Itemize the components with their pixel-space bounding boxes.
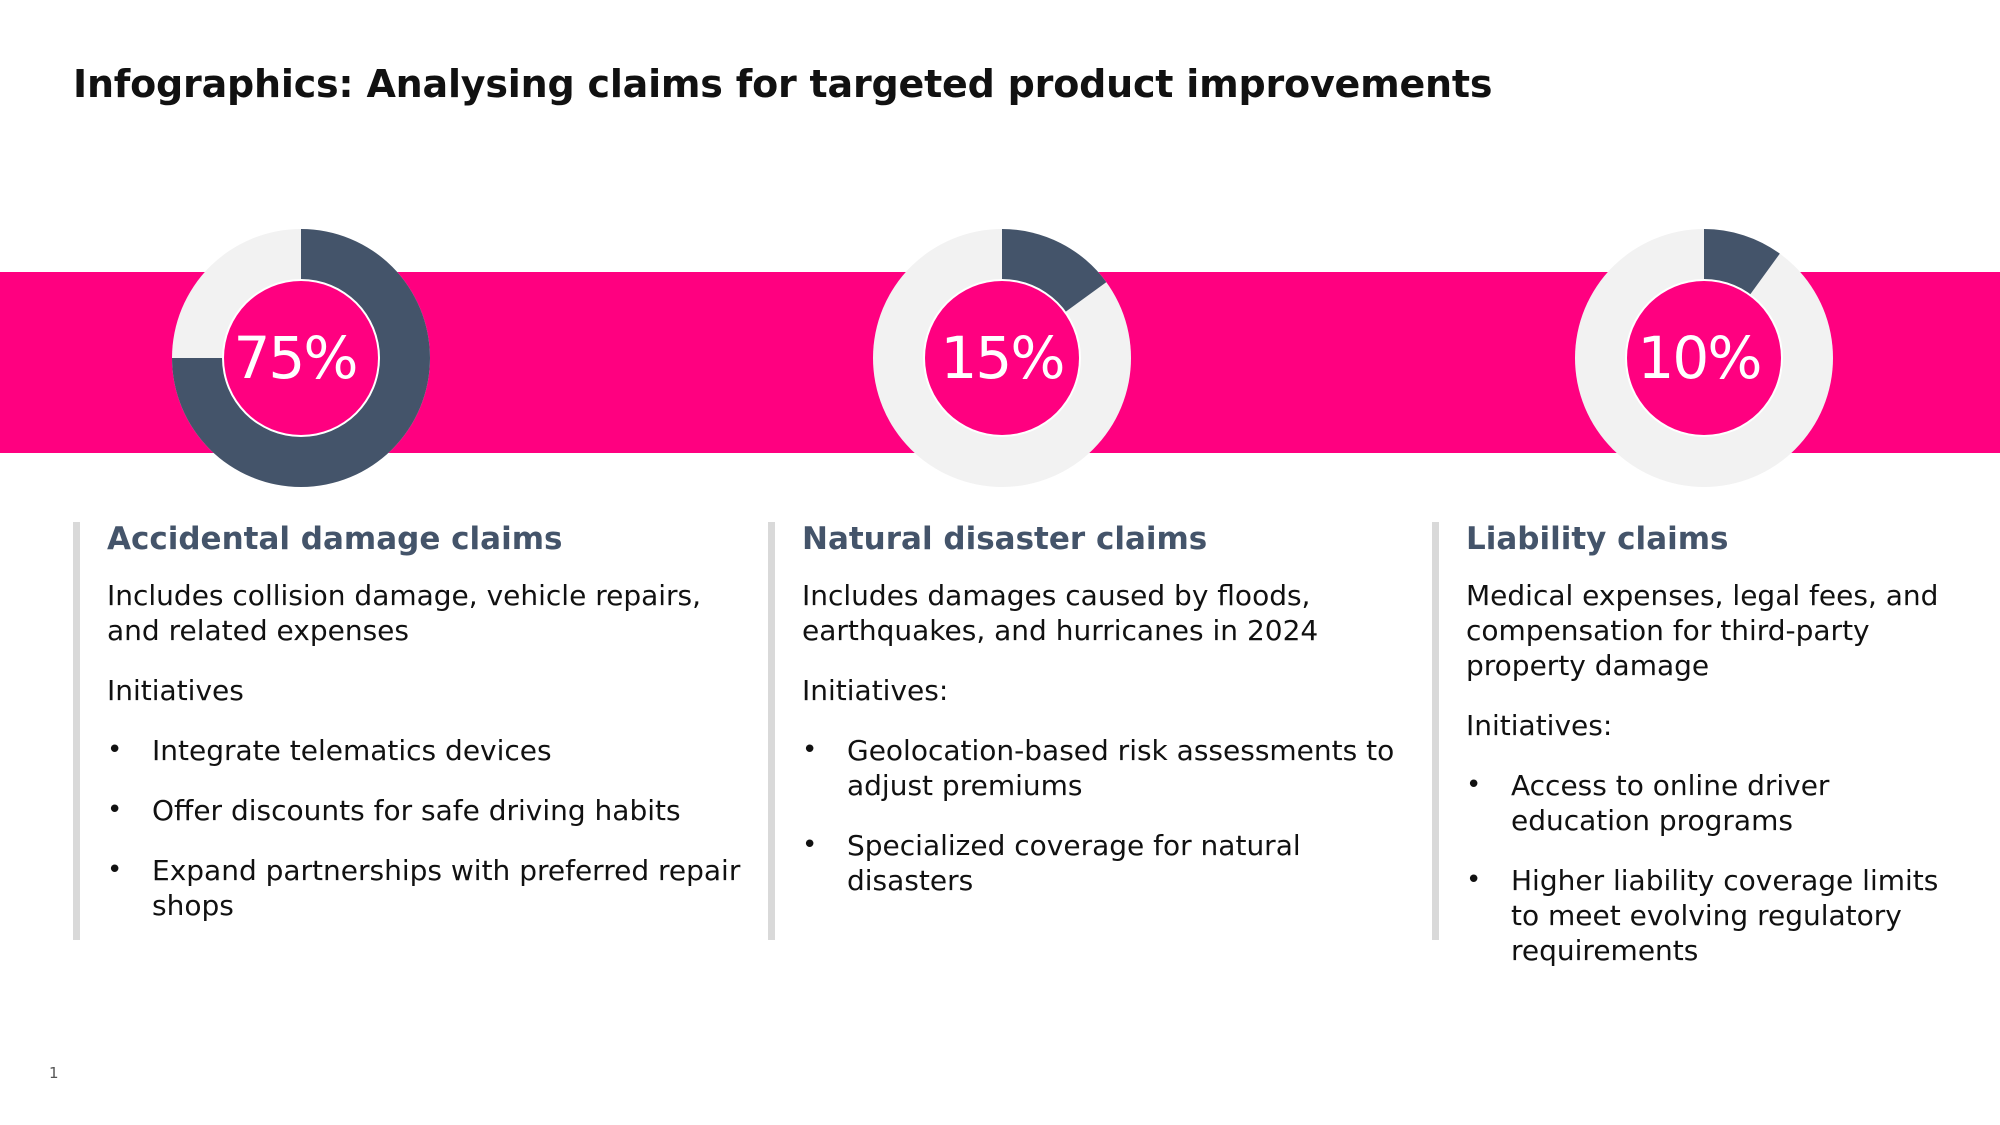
list-item-text: Offer discounts for safe driving habits [152,794,681,828]
list-item: • Expand partnerships with preferred repa… [107,853,753,923]
donut-chart-liability: 10% [1575,229,1833,487]
page-number: 1 [49,1064,59,1082]
bullet-dot: • [107,735,123,766]
list-item-text: Specialized coverage for natural disaste… [847,829,1301,898]
donut-svg [1575,229,1833,487]
donut-center [925,281,1079,435]
list-item-text: Integrate telematics devices [152,734,552,768]
list-item-text: Expand partnerships with preferred repai… [152,854,741,923]
donut-center [224,281,378,435]
list-item: • Geolocation-based risk assessments to a… [802,733,1408,803]
donut-percent-label: 15% [940,324,1066,392]
column-description: Includes collision damage, vehicle repai… [107,579,702,648]
initiatives-label: Initiatives: [1466,709,1613,743]
list-item: • Higher liability coverage limits to mee… [1466,863,1952,968]
initiatives-list: • Access to online driver education progr… [1466,768,1952,968]
initiatives-list: • Integrate telematics devices • Offer dis… [107,733,753,923]
column-heading: Accidental damage claims [107,521,563,557]
initiatives-label: Initiatives [107,674,244,708]
list-item: • Offer discounts for safe driving habits [107,793,753,828]
donut-center [1627,281,1781,435]
initiatives-list: • Geolocation-based risk assessments to a… [802,733,1408,898]
list-item-text: Access to online driver education progra… [1511,769,1830,838]
claims-column-liability: Liability claims Medical expenses, legal… [1432,521,1952,967]
column-heading: Natural disaster claims [802,521,1208,557]
list-item-text: Geolocation-based risk assessments to ad… [847,734,1395,803]
bullet-dot: • [107,795,123,826]
column-description: Medical expenses, legal fees, and compen… [1466,579,1939,683]
list-item: • Integrate telematics devices [107,733,753,768]
donut-svg [172,229,430,487]
donut-svg [873,229,1131,487]
bullet-dot: • [802,735,818,766]
bullet-dot: • [107,855,123,886]
list-item-text: Higher liability coverage limits to meet… [1511,864,1939,968]
column-heading: Liability claims [1466,521,1729,557]
claims-column-accidental: Accidental damage claims Includes collis… [73,522,753,940]
list-item: • Access to online driver education progr… [1466,768,1952,838]
page-title: Infographics: Analysing claims for targe… [73,62,1493,106]
donut-chart-accidental: 75% [172,229,430,487]
bullet-dot: • [1466,770,1482,801]
donut-chart-natural: 15% [873,229,1131,487]
bullet-dot: • [1466,865,1482,896]
claims-column-natural: Natural disaster claims Includes damages… [768,522,1408,940]
list-item: • Specialized coverage for natural disast… [802,828,1408,898]
donut-percent-label: 75% [233,324,359,392]
initiatives-label: Initiatives: [802,674,949,708]
column-description: Includes damages caused by floods, earth… [802,579,1319,648]
donut-percent-label: 10% [1637,324,1763,392]
bullet-dot: • [802,830,818,861]
